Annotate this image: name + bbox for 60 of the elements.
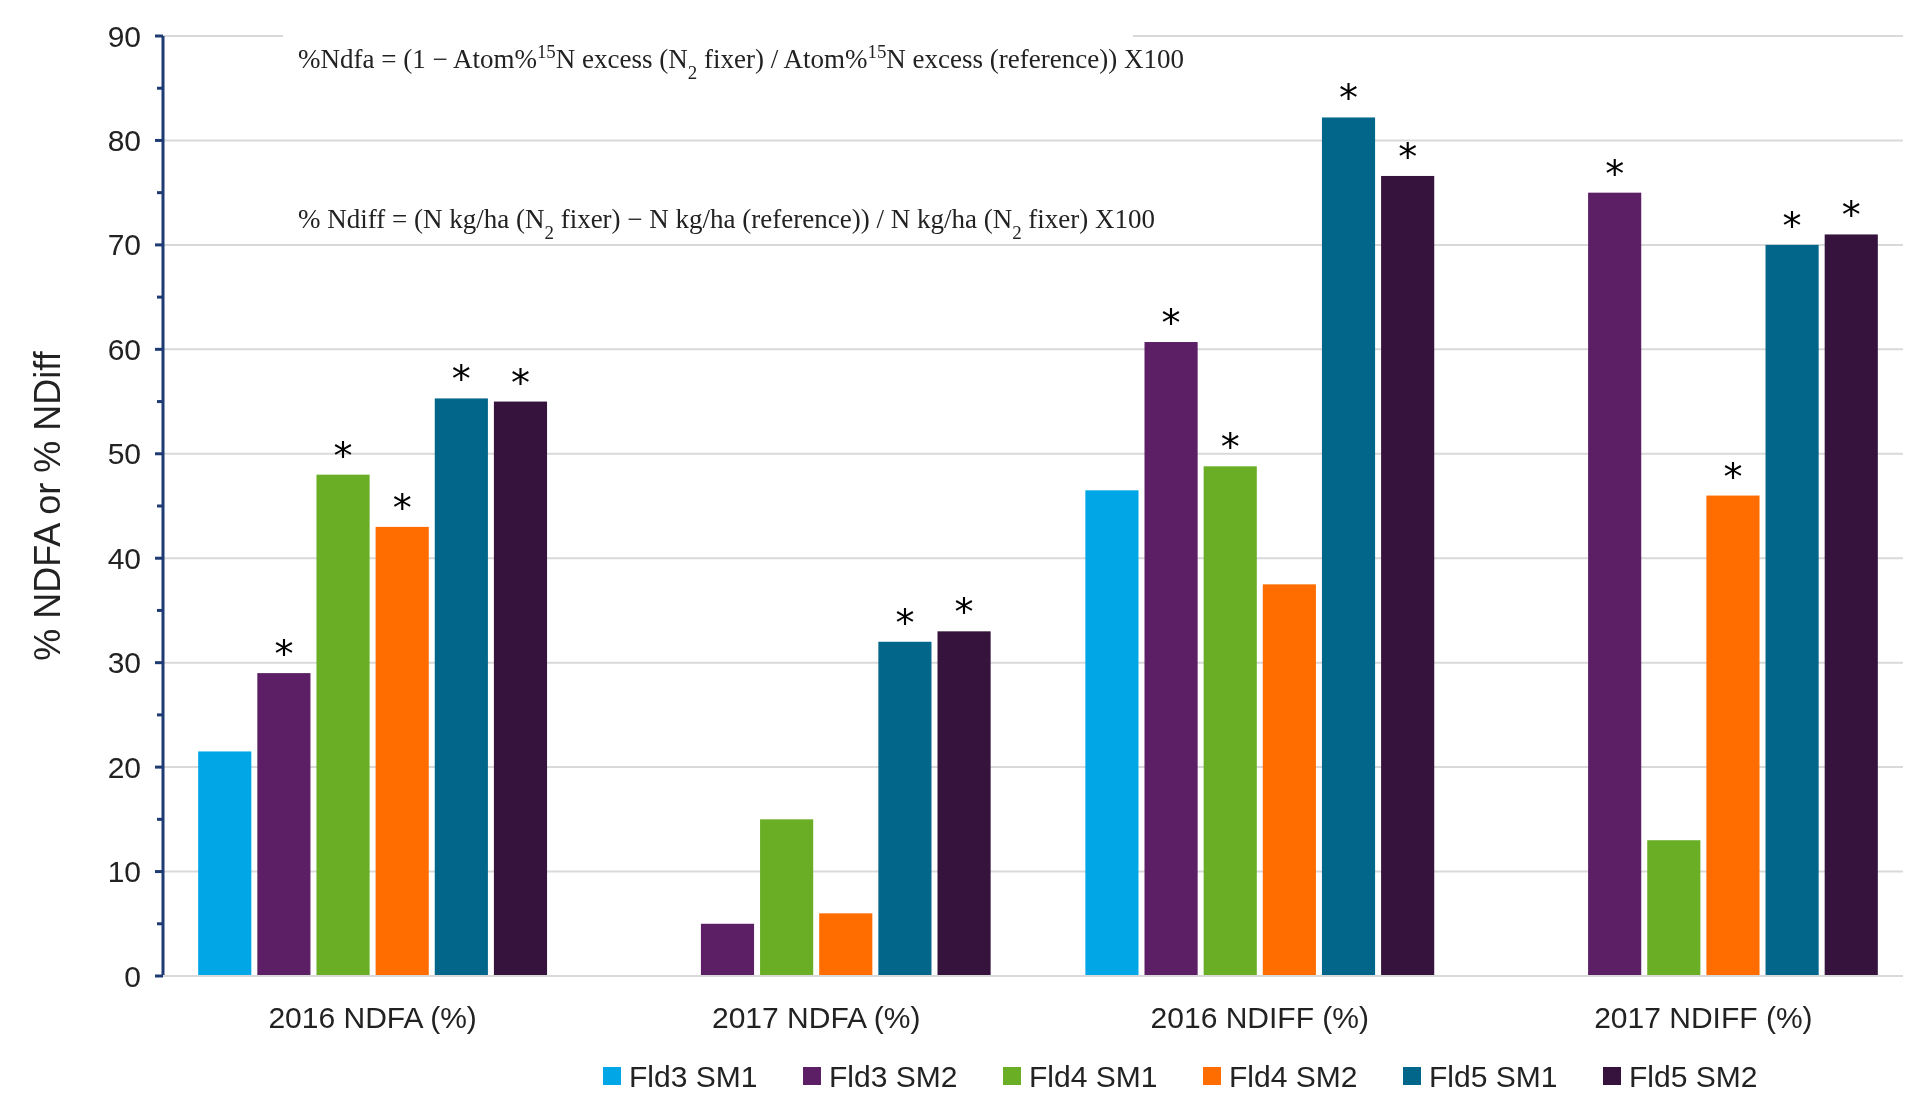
bar [937,631,991,976]
bar [1144,342,1198,976]
y-tick-label: 10 [107,855,141,889]
data-label: * [1605,151,1625,196]
data-label: * [451,357,471,402]
y-tick-label: 40 [107,541,141,575]
bar [700,923,755,976]
data-label: * [1339,76,1359,121]
data-label: * [954,590,974,635]
data-label: * [1782,203,1802,248]
data-label: * [510,360,530,405]
bar [1706,495,1760,976]
bar [257,673,311,976]
bar [1824,234,1878,976]
bar [1085,490,1139,976]
bar [760,819,814,976]
x-tick-label: 2017 NDIFF (%) [1594,1001,1813,1034]
bar [375,526,429,976]
data-label: * [1398,134,1418,179]
bar [1203,466,1257,976]
bar [1321,117,1376,976]
bar [878,641,932,976]
legend-label: Fld3 SM1 [629,1059,758,1093]
bar [493,401,548,976]
bar [1588,192,1642,976]
bar [1262,584,1316,976]
y-tick-label: 0 [124,959,141,993]
y-tick-label: 50 [107,437,141,471]
x-tick-label: 2016 NDFA (%) [268,1001,477,1034]
bar [316,474,370,976]
data-label: * [895,600,915,645]
bar [198,751,252,976]
legend-label: Fld5 SM1 [1429,1059,1558,1093]
y-tick-label: 70 [107,228,141,262]
legend-label: Fld4 SM1 [1029,1059,1158,1093]
x-tick-label: 2016 NDIFF (%) [1150,1001,1369,1034]
data-label: * [392,485,412,530]
data-label: * [274,632,294,677]
y-tick-label: 90 [107,19,141,53]
y-tick-label: 60 [107,332,141,366]
legend-label: Fld4 SM2 [1229,1059,1358,1093]
bar [1381,175,1435,976]
data-label: * [1161,301,1181,346]
x-tick-label: 2017 NDFA (%) [711,1001,921,1034]
legend-label: Fld5 SM2 [1629,1059,1758,1093]
legend-label: Fld3 SM2 [829,1059,958,1093]
y-tick-label: 80 [107,123,141,157]
annotation: % Ndiff = (N kg/ha (N$_{2}$ fixer) − N kg/ha (reference)) / N kg/ha (N$_{2}$ fixer) X100 [298,204,1156,243]
data-label: * [333,433,353,478]
bar [434,398,488,976]
y-axis-title: % NDFA or % NDiff [27,350,68,661]
y-tick-label: 20 [107,750,141,784]
data-label: * [1220,425,1240,470]
bar [1647,840,1701,976]
data-label: * [1841,193,1861,238]
bar [819,913,873,976]
bar [1765,244,1819,976]
annotation: %Ndfa = (1 − Atom%$^{15}$N excess (N$_{2}$ fixer) / Atom%$^{15}$N excess (reference)) X100 [298,40,1184,83]
data-label: * [1723,454,1743,499]
y-tick-label: 30 [107,646,141,680]
